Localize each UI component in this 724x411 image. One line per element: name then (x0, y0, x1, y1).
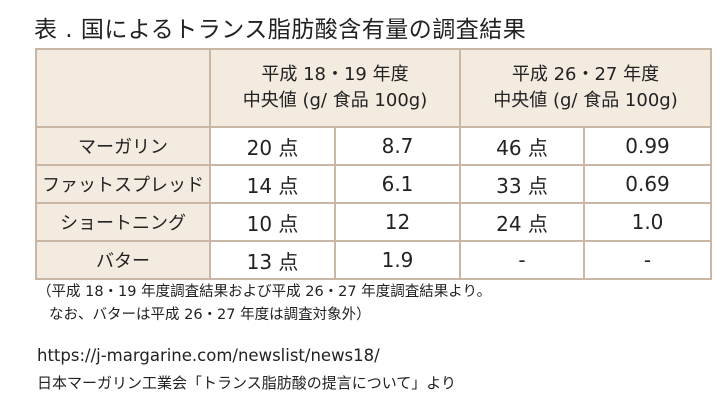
header-h26-27-measure: 中央値 (g/ 食品 100g) (493, 90, 678, 111)
h26-median-cell: 1.0 (583, 202, 712, 242)
row-label: バター (35, 240, 211, 280)
table-row: バター 13 点 1.9 - - (35, 240, 712, 280)
table-header-row: 平成 18・19 年度 中央値 (g/ 食品 100g) 平成 26・27 年度… (35, 48, 712, 128)
h18-count-cell: 10 点 (209, 202, 336, 242)
h18-median-cell: 12 (334, 202, 461, 242)
header-h26-27-period: 平成 26・27 年度 (511, 64, 660, 85)
h18-median-cell: 8.7 (334, 126, 461, 166)
header-h18-19: 平成 18・19 年度 中央値 (g/ 食品 100g) (209, 48, 461, 128)
row-label: ファットスプレッド (35, 164, 211, 204)
table-row: ファットスプレッド 14 点 6.1 33 点 0.69 (35, 164, 712, 204)
note-line-2: なお、バターは平成 26・27 年度は調査対象外） (49, 307, 371, 323)
h18-count-cell: 20 点 (209, 126, 336, 166)
table-row: マーガリン 20 点 8.7 46 点 0.99 (35, 126, 712, 166)
header-h18-19-measure: 中央値 (g/ 食品 100g) (242, 90, 428, 111)
h18-median-cell: 1.9 (334, 240, 461, 280)
source-attribution: 日本マーガリン工業会「トランス脂肪酸の提言について」より (37, 374, 456, 392)
h26-count-cell: 33 点 (459, 164, 585, 204)
h18-count-cell: 14 点 (209, 164, 336, 204)
source-url: https://j-margarine.com/newslist/news18/ (37, 346, 380, 365)
h18-median-cell: 6.1 (334, 164, 461, 204)
h18-count-cell: 13 点 (209, 240, 336, 280)
h26-median-cell: 0.69 (583, 164, 712, 204)
header-h26-27: 平成 26・27 年度 中央値 (g/ 食品 100g) (459, 48, 712, 128)
page-title: 表 . 国によるトランス脂肪酸含有量の調査結果 (34, 17, 527, 43)
h26-median-cell: - (583, 240, 712, 280)
h26-count-cell: - (459, 240, 585, 280)
row-label: マーガリン (35, 126, 211, 166)
note-line-1: （平成 18・19 年度調査結果および平成 26・27 年度調査結果より。 (37, 284, 492, 300)
header-corner-cell (35, 48, 211, 128)
h26-median-cell: 0.99 (583, 126, 712, 166)
h26-count-cell: 24 点 (459, 202, 585, 242)
table-row: ショートニング 10 点 12 24 点 1.0 (35, 202, 712, 242)
row-label: ショートニング (35, 202, 211, 242)
header-h18-19-period: 平成 18・19 年度 (261, 64, 409, 85)
trans-fat-table: 平成 18・19 年度 中央値 (g/ 食品 100g) 平成 26・27 年度… (35, 48, 712, 280)
h26-count-cell: 46 点 (459, 126, 585, 166)
